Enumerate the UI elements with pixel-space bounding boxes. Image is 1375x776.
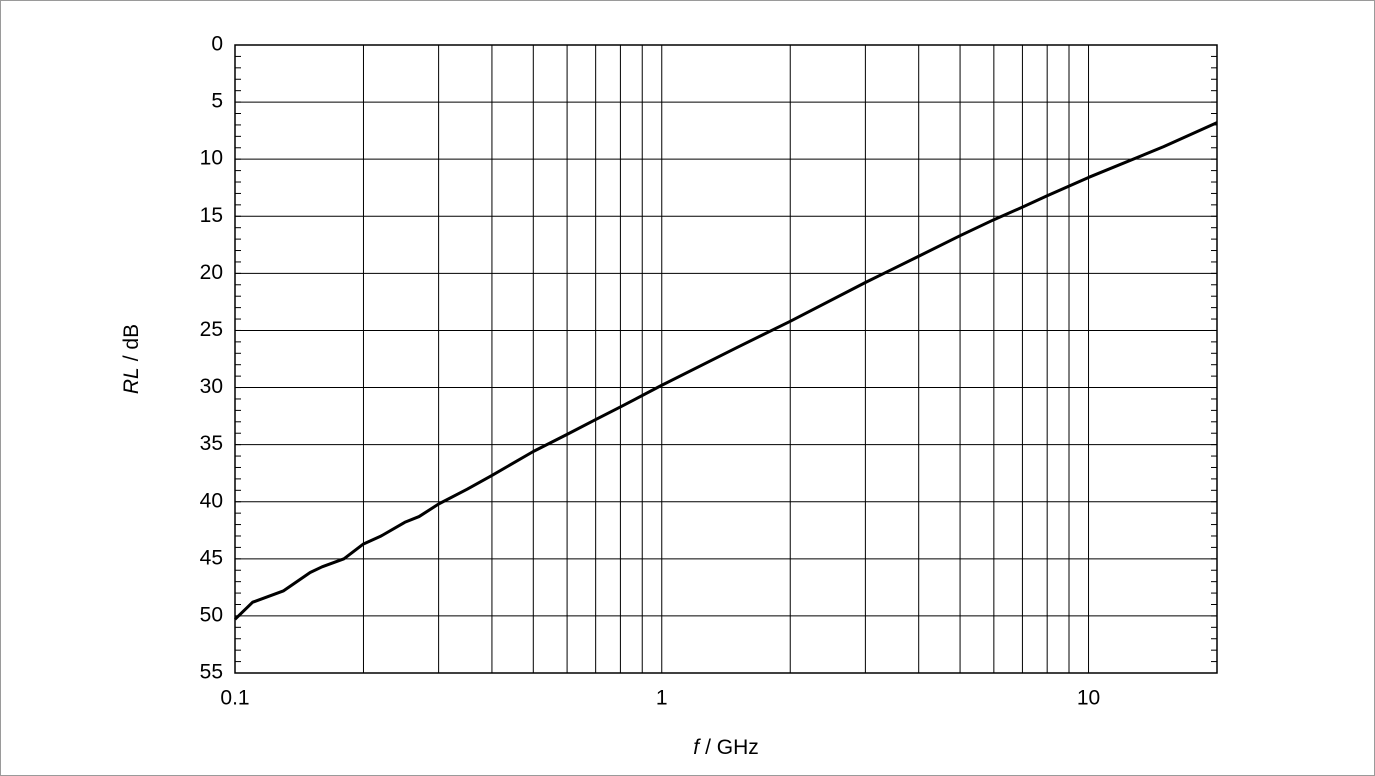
line-series xyxy=(233,121,1218,621)
y-axis-label: RL / dB xyxy=(120,324,143,394)
y-tick-label: 20 xyxy=(200,261,223,284)
y-tick-label: 55 xyxy=(200,661,223,684)
y-label-rest: / dB xyxy=(120,324,143,361)
y-tick-label: 45 xyxy=(200,546,223,569)
x-label-symbol: f xyxy=(693,736,701,759)
y-tick-label: 50 xyxy=(200,603,223,626)
y-label-symbol: RL xyxy=(120,367,143,394)
x-tick-label: 1 xyxy=(656,687,668,710)
y-tick-label: 5 xyxy=(211,90,223,113)
x-tick-label: 10 xyxy=(1077,687,1100,710)
y-tick-label: 0 xyxy=(211,33,223,56)
y-tick-label: 25 xyxy=(200,318,223,341)
y-tick-label: 35 xyxy=(200,432,223,455)
y-tick-label: 30 xyxy=(200,375,223,398)
x-tick-label: 0.1 xyxy=(220,687,249,710)
x-label-rest: / GHz xyxy=(705,736,759,759)
y-tick-label: 40 xyxy=(200,489,223,512)
x-axis-label: f / GHz xyxy=(693,736,759,759)
y-tick-label: 15 xyxy=(200,204,223,227)
plot-border xyxy=(234,44,1218,674)
y-tick-label: 10 xyxy=(200,147,223,170)
